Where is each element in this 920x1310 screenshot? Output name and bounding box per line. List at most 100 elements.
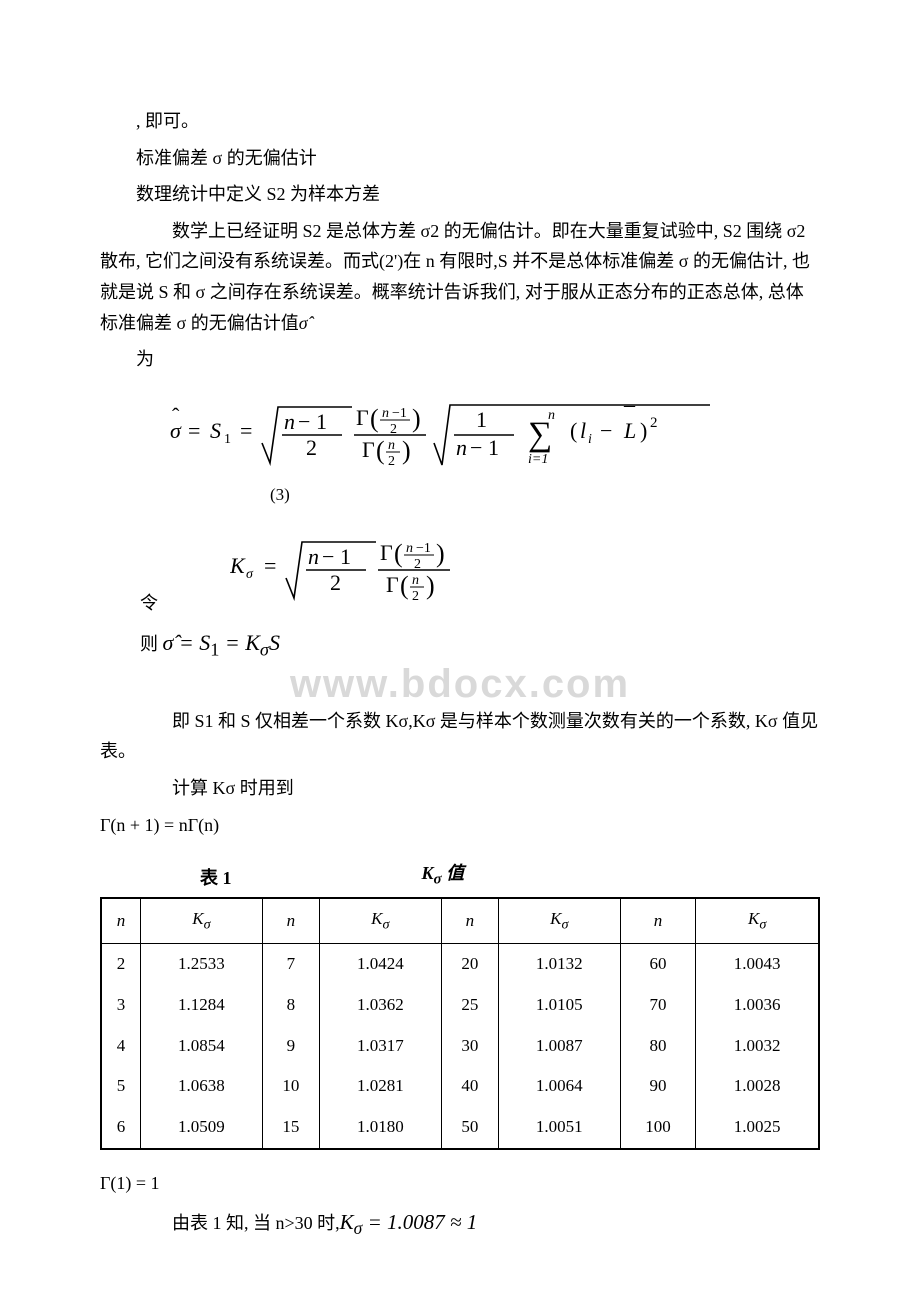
- cell: 20: [441, 943, 498, 984]
- gamma-one: Γ(1) = 1: [100, 1168, 820, 1199]
- cell: 90: [620, 1066, 696, 1107]
- svg-text:i=1: i=1: [528, 452, 548, 467]
- cell: 1.0087: [498, 1026, 620, 1067]
- cell: 2: [101, 943, 140, 984]
- table-header-row: n Kσ n Kσ n Kσ n Kσ: [101, 898, 819, 943]
- col-k-2: Kσ: [319, 898, 441, 943]
- cell: 1.0064: [498, 1066, 620, 1107]
- equation-3-number: (3): [270, 481, 820, 510]
- cell: 1.2533: [140, 943, 262, 984]
- sigma-hat-inline: σ̂: [299, 313, 308, 333]
- then-prefix: 则: [140, 634, 163, 654]
- then-math: σ̂ = S1 = KσS: [163, 630, 280, 655]
- paragraph-s1-diff: 即 S1 和 S 仅相差一个系数 Kσ,Kσ 是与样本个数测量次数有关的一个系数…: [100, 706, 820, 767]
- then-line: 则 σ̂ = S1 = KσS: [140, 624, 820, 666]
- svg-text:σ: σ: [246, 567, 254, 582]
- col-n-4: n: [620, 898, 696, 943]
- cell: 1.0362: [319, 985, 441, 1026]
- svg-text:): ): [426, 571, 435, 600]
- svg-text:−: −: [470, 435, 482, 460]
- svg-text:¯: ¯: [623, 403, 636, 428]
- cell: 1.0638: [140, 1066, 262, 1107]
- table-caption-left: 表 1: [200, 863, 232, 894]
- svg-text:): ): [436, 539, 445, 568]
- cell: 1.0036: [696, 985, 819, 1026]
- svg-text:−1: −1: [416, 541, 431, 556]
- cell: 80: [620, 1026, 696, 1067]
- cell: 5: [101, 1066, 140, 1107]
- cell: 1.0509: [140, 1107, 262, 1149]
- svg-text:1: 1: [340, 544, 351, 569]
- cell: 1.0025: [696, 1107, 819, 1149]
- cell: 9: [262, 1026, 319, 1067]
- svg-text:Γ: Γ: [362, 437, 375, 462]
- svg-text:S: S: [210, 418, 221, 443]
- svg-text:l: l: [580, 418, 586, 443]
- svg-text:n: n: [308, 544, 319, 569]
- col-n-2: n: [262, 898, 319, 943]
- cell: 100: [620, 1107, 696, 1149]
- svg-text:∑: ∑: [528, 416, 552, 453]
- svg-text:=: =: [240, 418, 252, 443]
- svg-text:1: 1: [224, 432, 231, 447]
- svg-text:−: −: [298, 409, 310, 434]
- cell: 1.0180: [319, 1107, 441, 1149]
- heading-unbiased: 标准偏差 σ 的无偏估计: [100, 143, 820, 174]
- paragraph-table-conclusion: 由表 1 知, 当 n>30 时,Kσ = 1.0087 ≈ 1: [100, 1205, 820, 1244]
- col-k-4: Kσ: [696, 898, 819, 943]
- cell: 1.0051: [498, 1107, 620, 1149]
- svg-text:Γ: Γ: [356, 405, 369, 430]
- svg-text:2: 2: [650, 415, 658, 431]
- svg-text:−1: −1: [392, 406, 407, 421]
- svg-text:(: (: [376, 436, 385, 465]
- col-n-1: n: [101, 898, 140, 943]
- ksigma-table: n Kσ n Kσ n Kσ n Kσ 2 1.2533 7 1.0424 20: [100, 897, 820, 1150]
- col-k-1: Kσ: [140, 898, 262, 943]
- cell: 10: [262, 1066, 319, 1107]
- table-row: 6 1.0509 15 1.0180 50 1.0051 100 1.0025: [101, 1107, 819, 1149]
- cell: 1.1284: [140, 985, 262, 1026]
- svg-text:n: n: [406, 541, 413, 556]
- svg-text:2: 2: [412, 589, 419, 604]
- cell: 60: [620, 943, 696, 984]
- svg-text:(: (: [394, 539, 403, 568]
- cell: 40: [441, 1066, 498, 1107]
- paragraph-wei: 为: [100, 344, 820, 375]
- cell: 1.0317: [319, 1026, 441, 1067]
- let-prefix: 令: [140, 588, 820, 619]
- svg-text:Γ: Γ: [386, 572, 399, 597]
- svg-text:i: i: [588, 432, 592, 447]
- svg-text:K: K: [230, 553, 246, 578]
- svg-text:): ): [412, 404, 421, 433]
- svg-text:n: n: [412, 573, 419, 588]
- col-n-3: n: [441, 898, 498, 943]
- cell: 1.0032: [696, 1026, 819, 1067]
- ksigma-table-body: 2 1.2533 7 1.0424 20 1.0132 60 1.0043 3 …: [101, 943, 819, 1149]
- table-row: 5 1.0638 10 1.0281 40 1.0064 90 1.0028: [101, 1066, 819, 1107]
- paragraph-compute-ksigma: 计算 Kσ 时用到: [100, 773, 820, 804]
- svg-text:ˆ: ˆ: [172, 403, 180, 428]
- cell: 1.0132: [498, 943, 620, 984]
- svg-text:1: 1: [488, 435, 499, 460]
- svg-text:(: (: [370, 404, 379, 433]
- cell: 8: [262, 985, 319, 1026]
- svg-text:−: −: [322, 544, 334, 569]
- conclusion-prefix: 由表 1 知, 当 n>30 时,: [172, 1213, 340, 1233]
- cell: 1.0854: [140, 1026, 262, 1067]
- col-k-3: Kσ: [498, 898, 620, 943]
- cell: 15: [262, 1107, 319, 1149]
- svg-text:n: n: [284, 409, 295, 434]
- svg-text:n: n: [456, 435, 467, 460]
- cell: 1.0281: [319, 1066, 441, 1107]
- svg-text:): ): [402, 436, 411, 465]
- equation-3: σ ˆ = S 1 = n − 1 2 Γ ( n −1: [170, 393, 820, 471]
- cell: 50: [441, 1107, 498, 1149]
- svg-text:n: n: [382, 406, 389, 421]
- cell: 1.0043: [696, 943, 819, 984]
- svg-text:2: 2: [330, 570, 341, 595]
- paragraph-s2-def: 数理统计中定义 S2 为样本方差: [100, 179, 820, 210]
- cell: 1.0105: [498, 985, 620, 1026]
- svg-text:n: n: [388, 438, 395, 453]
- cell: 7: [262, 943, 319, 984]
- paragraph-proof: 数学上已经证明 S2 是总体方差 σ2 的无偏估计。即在大量重复试验中, S2 …: [100, 216, 820, 338]
